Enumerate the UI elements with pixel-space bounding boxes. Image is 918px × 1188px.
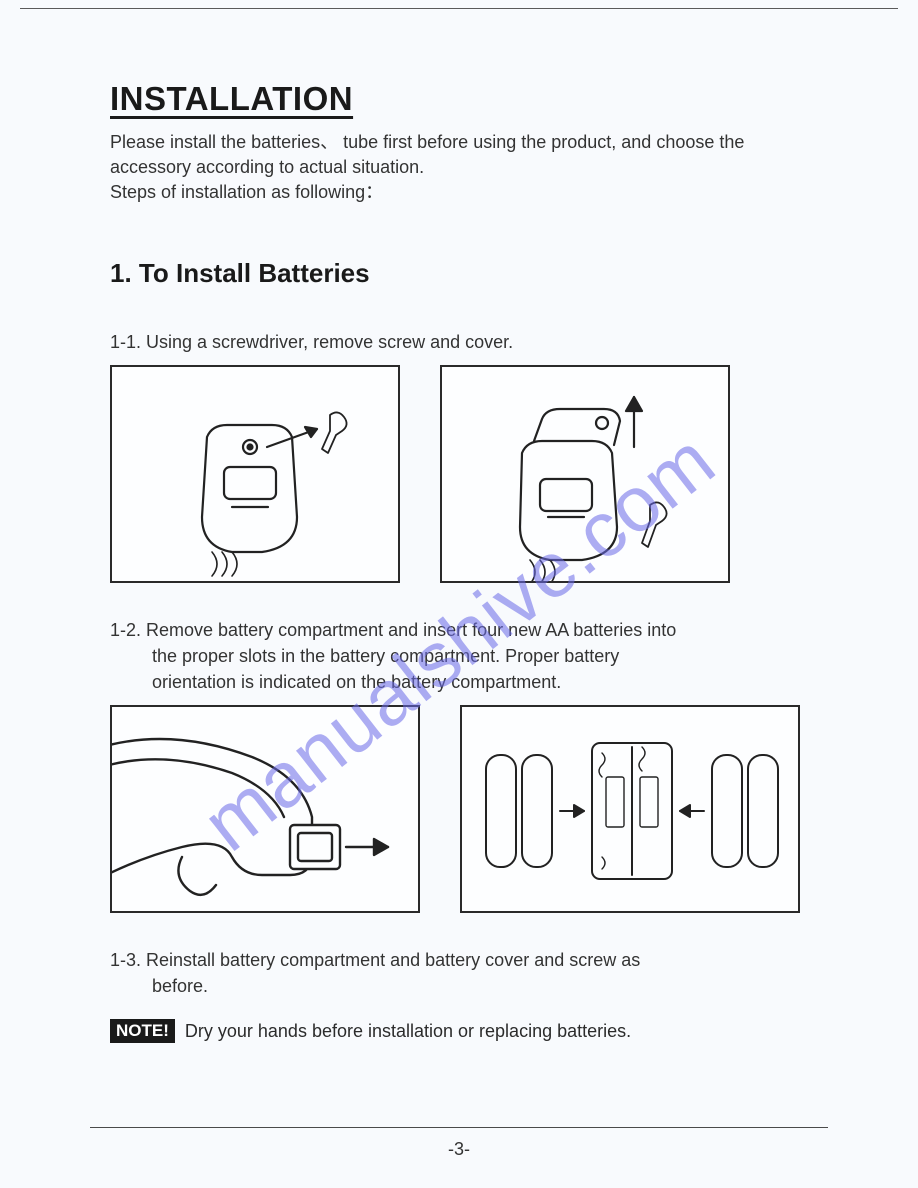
figure-1-1b [440, 365, 730, 583]
step-1-3-text: 1-3. Reinstall battery compartment and b… [110, 947, 808, 999]
note-badge: NOTE! [110, 1019, 175, 1043]
page-title: INSTALLATION [110, 80, 808, 118]
figure-row-1 [110, 365, 808, 583]
note-text: Dry your hands before installation or re… [185, 1021, 631, 1042]
figure-1-2a [110, 705, 420, 913]
step-1-2-text: 1-2. Remove battery compartment and inse… [110, 617, 808, 695]
figure-1-2b [460, 705, 800, 913]
figure-1-1a [110, 365, 400, 583]
note-row: NOTE! Dry your hands before installation… [110, 1019, 808, 1043]
step-1-2-line3: orientation is indicated on the battery … [110, 669, 808, 695]
step-1-2-line2: the proper slots in the battery compartm… [110, 643, 808, 669]
bottom-rule [90, 1127, 828, 1128]
page-number: -3- [0, 1139, 918, 1160]
step-1-3-line1: 1-3. Reinstall battery compartment and b… [110, 950, 640, 970]
step-1-1-text: 1-1. Using a screwdriver, remove screw a… [110, 329, 808, 355]
top-rule [20, 8, 898, 9]
section-title: 1. To Install Batteries [110, 258, 808, 289]
step-1-3-line2: before. [110, 973, 808, 999]
intro-text: Please install the batteries、 tube first… [110, 130, 808, 206]
figure-row-2 [110, 705, 808, 913]
step-1-2-line1: 1-2. Remove battery compartment and inse… [110, 620, 676, 640]
